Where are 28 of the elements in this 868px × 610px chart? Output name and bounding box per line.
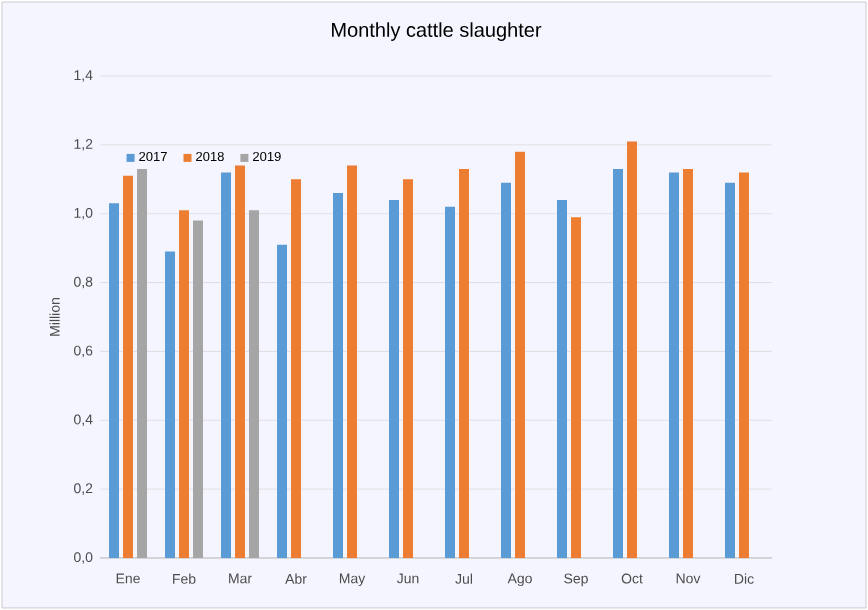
bar [571,217,581,558]
bar [501,182,511,558]
bar [682,168,693,558]
bar [627,141,637,558]
bar [123,175,134,558]
bar [724,182,735,558]
bar [235,165,246,558]
chart-title: Monthly cattle slaughter [332,22,542,41]
bar [221,172,232,558]
bar [165,251,176,558]
bar [249,210,260,558]
bar [445,206,455,558]
bar [291,179,301,558]
bar [277,244,288,558]
bar [137,168,148,558]
bar [347,165,358,558]
bar [515,151,525,558]
bar [333,193,343,558]
bar [193,220,204,558]
bar [557,199,567,558]
bar [459,168,469,558]
bar [179,210,190,558]
bar [403,179,413,558]
bar [668,172,679,558]
bar [738,172,749,558]
bar [109,203,120,558]
bar [389,199,400,558]
bar [613,168,623,558]
